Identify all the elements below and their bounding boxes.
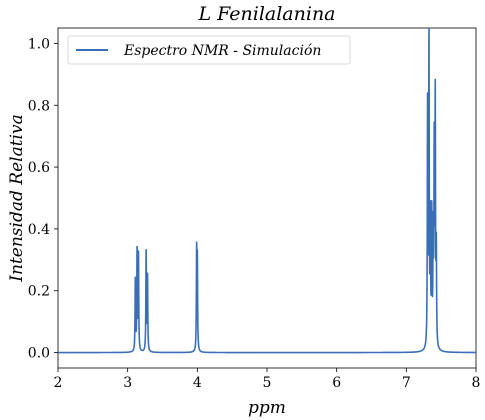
x-tick-label: 6	[332, 375, 341, 391]
series-layer	[57, 27, 477, 354]
y-axis-label: Intensidad Relativa	[7, 114, 27, 282]
x-tick-label: 4	[193, 375, 202, 391]
y-tick-label: 0.6	[28, 160, 50, 176]
x-tick-label: 7	[402, 375, 411, 391]
x-tick-label: 3	[123, 375, 132, 391]
y-tick-label: 0.2	[28, 284, 50, 300]
series-line-nmr	[57, 27, 477, 354]
legend-box	[67, 35, 351, 65]
chart-title: L Fenilalanina	[197, 3, 335, 25]
x-tick-label: 8	[472, 375, 481, 391]
x-tick-label: 5	[263, 375, 272, 391]
y-tick-label: 0.0	[28, 346, 50, 362]
legend: Espectro NMR - Simulación	[67, 35, 351, 65]
y-axis-ticks: 0.0 0.2 0.4 0.6 0.8 1.0	[28, 36, 58, 362]
plot-area-frame	[57, 27, 477, 369]
x-axis-label: ppm	[248, 398, 286, 418]
x-tick-label: 2	[54, 375, 63, 391]
x-axis-ticks: 2 3 4 5 6 7 8	[54, 368, 481, 391]
y-tick-label: 0.4	[28, 222, 50, 238]
legend-entry-nmr: Espectro NMR - Simulación	[123, 43, 321, 59]
y-tick-label: 0.8	[28, 98, 50, 114]
y-tick-label: 1.0	[28, 36, 50, 52]
